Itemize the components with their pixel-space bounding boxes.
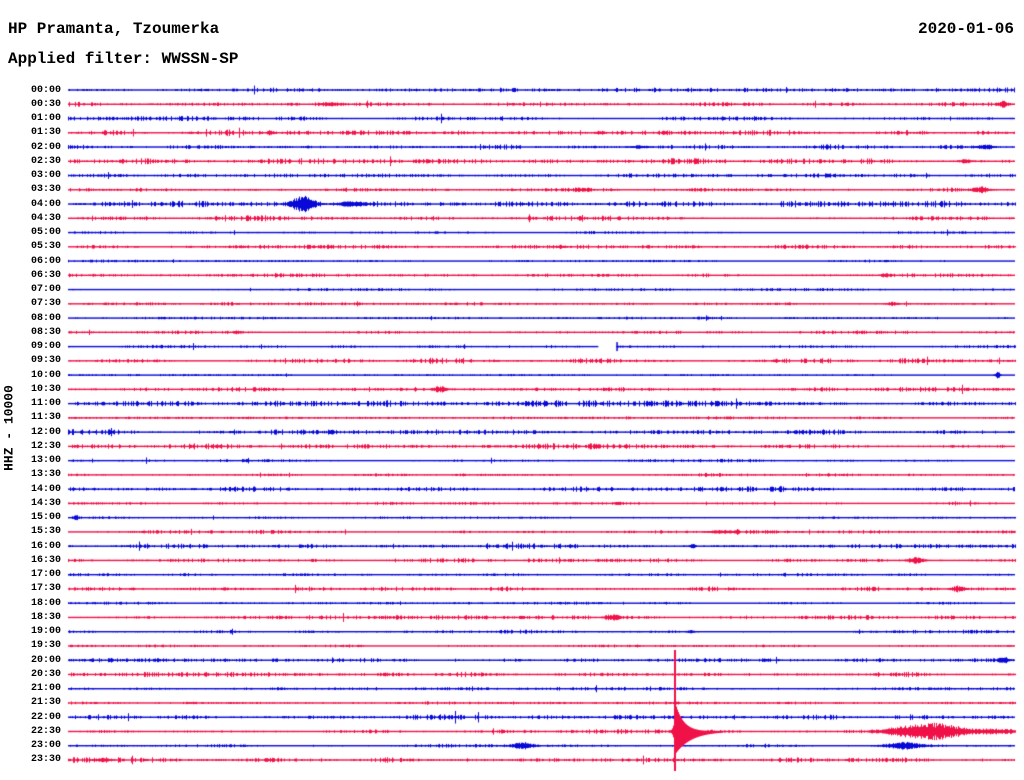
helicorder-page: HP Pramanta, Tzoumerka 2020-01-06 Applie… [0,0,1024,780]
helicorder-plot [0,0,1024,780]
